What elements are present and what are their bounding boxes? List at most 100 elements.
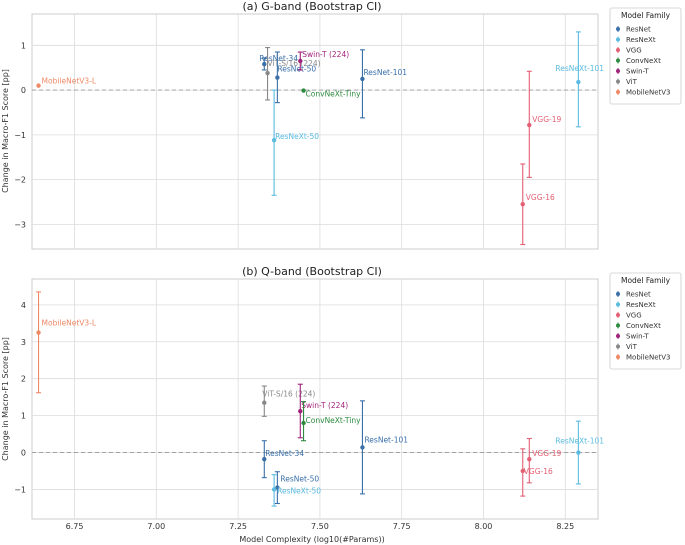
y-axis-label-g-band: Change in Macro-F1 Score [pp] (1, 69, 10, 193)
marker (275, 485, 280, 490)
legend-label: VGG (626, 47, 642, 55)
legend-label: ResNet (626, 26, 651, 34)
legend-item-mobilenetv3: MobileNetV3 (616, 354, 671, 362)
marker (301, 88, 306, 93)
legend-title: Model Family (621, 276, 671, 285)
marker (265, 70, 270, 76)
marker (576, 450, 581, 455)
legend-item-resnet: ResNet (616, 26, 651, 34)
marker (301, 420, 306, 426)
point-label: ResNet-34 (265, 449, 304, 458)
legend-item-vit: ViT (616, 343, 638, 351)
data-point-mobilenetv3-l: MobileNetV3-L (36, 291, 97, 394)
y-tick-label: 3 (21, 338, 26, 347)
data-point-resnet-34: ResNet-34 (261, 440, 304, 479)
legend-item-vgg: VGG (616, 312, 642, 320)
point-label: ViT-S/16 (224) (262, 390, 315, 399)
y-tick-label: 0 (21, 86, 26, 95)
legend-q-band: Model Family ResNet ResNeXt VGG ConvNeXt Swin… (609, 272, 682, 370)
legend-item-swin-t: Swin-T (616, 68, 649, 76)
y-tick-label: −1 (14, 485, 26, 494)
marker (527, 122, 532, 128)
marker (262, 400, 267, 405)
marker (520, 202, 525, 207)
y-tick-label: 2 (21, 375, 26, 384)
marker (298, 408, 303, 414)
marker (360, 445, 365, 450)
point-label: ResNet-50 (280, 475, 319, 484)
y-tick-label: 1 (21, 412, 26, 421)
marker (520, 468, 525, 474)
y-tick-label: 4 (21, 301, 26, 310)
legend-item-resnext: ResNeXt (616, 301, 656, 309)
marker (36, 330, 41, 335)
legend-marker-swatch (616, 292, 620, 296)
legend-marker-swatch (616, 90, 620, 94)
point-label: ViT-S/16 (224) (268, 59, 321, 68)
legend-label: MobileNetV3 (626, 89, 671, 97)
data-point-vit-s-16-224-: ViT-S/16 (224) (265, 47, 321, 101)
point-label: ResNeXt-50 (275, 132, 319, 141)
point-label: VGG-19 (532, 115, 561, 124)
data-point-resnet-101: ResNet-101 (359, 400, 408, 495)
y-tick-label: −1 (14, 131, 26, 140)
y-axis-label-q-band: Change in Macro-F1 Score [pp] (1, 337, 10, 461)
marker (298, 58, 303, 64)
marker (271, 138, 277, 143)
legend-item-resnet: ResNet (616, 291, 651, 299)
marker (262, 61, 267, 67)
x-tick-label: 7.75 (393, 522, 411, 531)
data-point-vgg-19: VGG-19 (526, 437, 562, 484)
panel-title-q-band: (b) Q-band (Bootstrap CI) (242, 265, 382, 278)
legend-marker-swatch (616, 27, 620, 31)
legend-label: ConvNeXt (626, 322, 661, 330)
legend-label: Swin-T (626, 333, 649, 341)
legend-marker-swatch (616, 313, 620, 317)
data-point-resnext-50: ResNeXt-50 (271, 89, 319, 196)
marker (262, 456, 267, 462)
data-point-swin-t-224-: Swin-T (224) (297, 383, 348, 439)
legend-label: VGG (626, 312, 642, 320)
legend-item-mobilenetv3: MobileNetV3 (616, 89, 671, 97)
panel-title-g-band: (a) G-band (Bootstrap CI) (242, 0, 381, 13)
y-tick-label: 0 (21, 449, 26, 458)
point-label: MobileNetV3-L (42, 77, 97, 86)
y-tick-label: −3 (14, 220, 26, 229)
legend-label: ResNet (626, 291, 651, 299)
data-point-resnext-101: ResNeXt-101 (555, 31, 604, 128)
plot-area-g-band (31, 13, 599, 250)
legend-item-swin-t: Swin-T (616, 333, 649, 341)
marker (275, 75, 280, 80)
marker (576, 79, 581, 85)
marker (36, 83, 41, 88)
legend-marker-swatch (616, 334, 620, 338)
data-point-resnext-101: ResNeXt-101 (555, 420, 604, 485)
point-label: ResNet-50 (277, 65, 316, 74)
legend-box (609, 272, 682, 370)
x-tick-label: 8.00 (475, 522, 493, 531)
point-label: ResNet-101 (363, 68, 407, 77)
data-point-convnext-tiny: ConvNeXt-Tiny (301, 401, 361, 442)
legend-marker-swatch (616, 302, 620, 307)
legend-marker-swatch (616, 37, 620, 42)
y-tick-label: −2 (14, 176, 26, 185)
point-label: VGG-19 (532, 449, 561, 458)
panel-g-band: (a) G-band (Bootstrap CI) −3 −2 −1 0 1 Mobil… (1, 0, 682, 250)
legend-label: ViT (626, 78, 638, 86)
legend-label: ResNeXt (626, 36, 656, 44)
point-label: ResNeXt-50 (277, 486, 321, 495)
plot-area-q-band (31, 278, 599, 520)
legend-marker-swatch (616, 48, 620, 52)
point-label: VGG-16 (526, 193, 555, 202)
legend-item-convnext: ConvNeXt (616, 322, 661, 330)
x-tick-label: 7.00 (147, 522, 165, 531)
legend-box (609, 7, 682, 105)
data-point-resnet-50: ResNet-50 (274, 51, 316, 104)
point-label: ResNeXt-101 (555, 437, 604, 446)
legend-marker-swatch (616, 58, 620, 63)
point-label: Swin-T (224) (302, 50, 349, 59)
marker (527, 456, 532, 462)
x-tick-label: 7.50 (311, 522, 329, 531)
marker (360, 76, 365, 82)
legend-label: ResNeXt (626, 301, 656, 309)
